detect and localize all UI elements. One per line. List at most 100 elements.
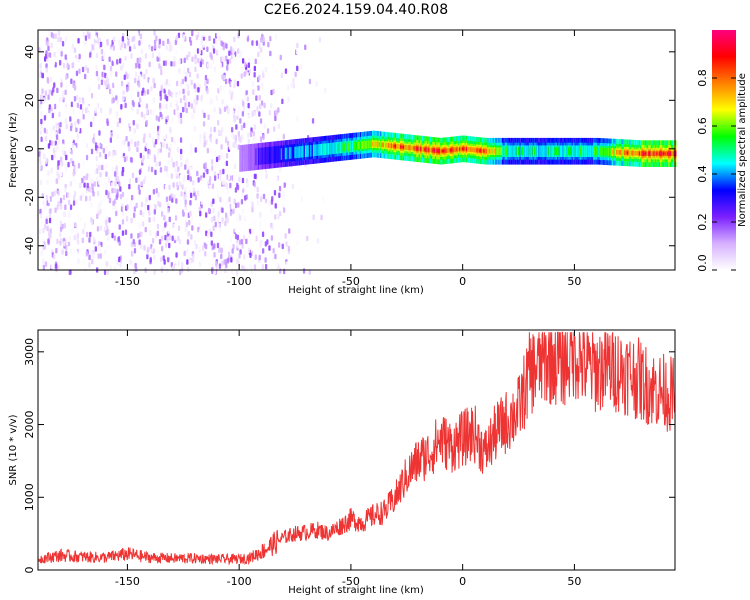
heatmap-cell [59,121,62,128]
heatmap-cell [126,216,129,222]
heatmap-cell [523,145,525,157]
heatmap-cell [169,102,173,108]
heatmap-cell [140,48,144,55]
heatmap-cell [296,146,299,158]
heatmap-cell [215,39,218,45]
heatmap-cell [218,148,222,154]
heatmap-cell [105,75,109,81]
heatmap-cell [162,40,165,46]
heatmap-cell [583,145,586,157]
heatmap-cell [65,166,68,173]
heatmap-cell [264,257,267,263]
heatmap-cell [230,46,233,52]
heatmap-cell [159,167,163,173]
heatmap-cell [602,147,604,156]
heatmap-cell [256,106,259,112]
heatmap-cell [160,211,164,217]
heatmap-cell [103,186,106,193]
heatmap-cell [69,210,72,216]
heatmap-cell [185,221,188,228]
heatmap-cell [46,225,49,232]
heatmap-cell [72,62,75,68]
heatmap-cell [211,117,214,123]
heatmap-cell [127,96,130,102]
heatmap-cell [160,83,163,90]
heatmap-cell [43,234,47,240]
heatmap-cell [542,145,544,157]
heatmap-cell [92,252,95,259]
heatmap-cell [258,190,262,197]
heatmap-cell [130,157,133,163]
heatmap-cell [132,81,135,87]
heatmap-cell [483,149,485,153]
heatmap-cell [124,51,127,57]
heatmap-cell [180,66,183,73]
heatmap-cell [162,142,165,148]
heatmap-cell [228,196,231,203]
heatmap-cell [335,142,338,154]
heatmap-cell [82,50,86,56]
heatmap-cell [49,208,52,214]
heatmap-cell [262,147,264,165]
heatmap-cell [223,124,226,130]
heatmap-cell [54,93,58,100]
heatmap-cell [152,248,155,254]
heatmap-cell [218,155,221,161]
heatmap-cell [101,164,104,171]
heatmap-cell [154,128,157,134]
heatmap-cell [212,261,216,267]
heatmap-cell [46,252,49,258]
heatmap-cell [158,43,161,49]
heatmap-cell [314,144,316,157]
heatmap-cell [148,194,151,201]
heatmap-cell [502,145,504,157]
heatmap-cell [103,51,106,57]
heatmap-cell [130,90,133,96]
heatmap-cell [79,182,82,189]
heatmap-cell [487,147,489,156]
heatmap-cell [79,195,82,201]
heatmap-cell [117,39,121,45]
heatmap-cell [463,147,465,150]
heatmap-cell [225,137,228,144]
heatmap-cell [146,109,149,115]
heatmap-cell [81,177,84,184]
heatmap-cell [212,225,215,231]
heatmap-cell [300,196,303,202]
heatmap-cell [88,173,91,179]
heatmap-cell [158,239,162,245]
heatmap-cell [120,104,123,110]
heatmap-cell [202,42,205,48]
heatmap-cell [250,30,253,36]
heatmap-cell [170,173,173,179]
heatmap-cell [268,109,271,116]
heatmap-cell [156,230,159,237]
heatmap-cell [52,33,55,39]
heatmap-cell [211,165,214,171]
heatmap-cell [221,68,225,75]
heatmap-cell [69,192,72,198]
heatmap-cell [43,252,46,258]
heatmap-cell [126,86,129,93]
heatmap-cell [191,56,194,62]
heatmap-cell [67,254,70,261]
heatmap-cell [69,204,73,210]
heatmap-cell [219,169,222,176]
heatmap-cell [59,60,62,66]
heatmap-cell [249,144,252,171]
heatmap-cell [211,268,214,275]
heatmap-cell [42,258,45,265]
heatmap-cell [650,151,653,156]
heatmap-cell [65,250,68,257]
heatmap-cell [138,63,141,69]
heatmap-cell [123,139,126,145]
heatmap-cell [221,152,224,159]
colorbar: 0.00.20.40.60.8 Normalized spectral ampl… [696,30,748,272]
heatmap-cell [616,149,618,155]
heatmap-cell [262,134,265,140]
heatmap-cell [428,148,430,152]
heatmap-cell [168,216,171,223]
heatmap-cell [413,147,415,150]
heatmap-cell [211,183,215,189]
